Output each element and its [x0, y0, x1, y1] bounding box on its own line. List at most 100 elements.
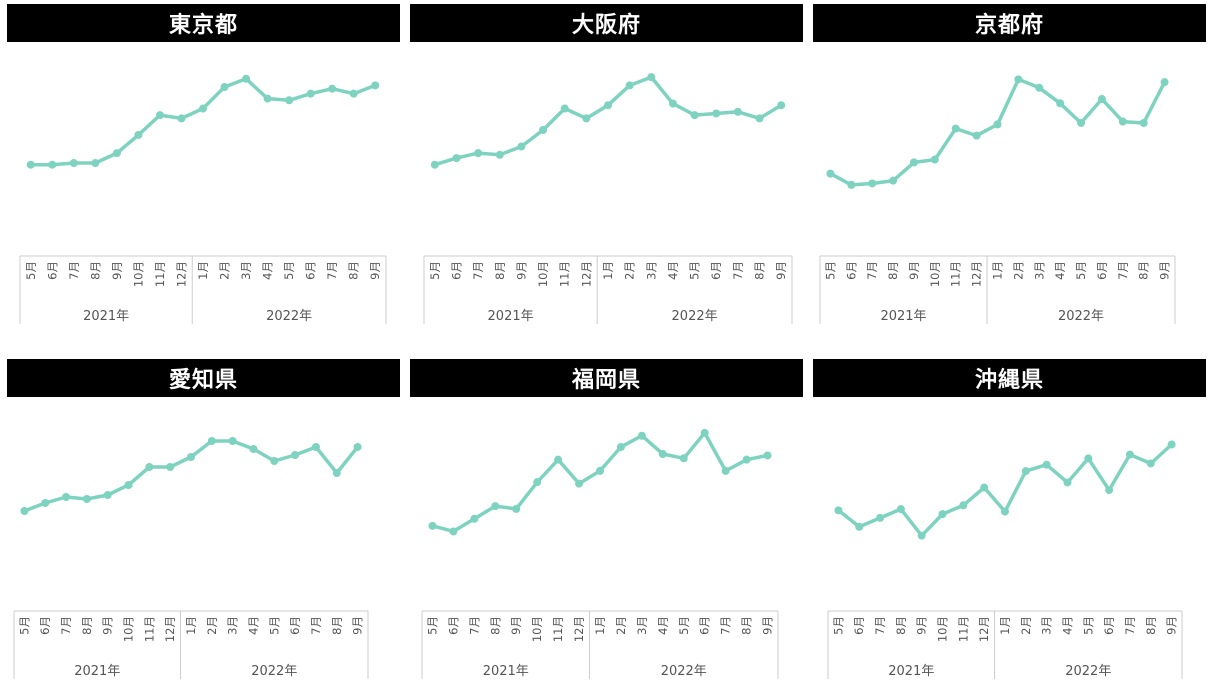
- x-tick-label: 8月: [493, 261, 507, 280]
- line-chart: 2021年 2022年 5月 6月 7月 8月 9月 10月 11月 12月 1月 2月 3月 4月 5月 6…: [423, 73, 793, 324]
- x-tick-label: 5月: [677, 616, 691, 635]
- x-tick-label: 4月: [666, 261, 680, 280]
- data-point: [103, 491, 112, 499]
- chart-panel-tokyo: 東京都 2021年 2022年 5月 6月 7月 8月 9月 10月 11月 12月 1月 2月 3月 4…: [7, 4, 400, 334]
- data-point: [199, 104, 207, 113]
- x-tick-label: 8月: [753, 261, 767, 280]
- x-tick-label: 8月: [740, 616, 754, 635]
- x-tick-label: 1月: [998, 616, 1012, 635]
- axis-group-label: 2021年: [880, 309, 926, 324]
- x-tick-label: 3月: [239, 261, 253, 280]
- x-tick-label: 9月: [110, 261, 124, 280]
- data-point: [491, 502, 500, 511]
- axis-group-label: 2022年: [251, 664, 297, 679]
- data-point: [430, 160, 439, 169]
- x-tick-label: 7月: [467, 616, 481, 635]
- data-point: [285, 96, 294, 105]
- x-tick-label: 12月: [977, 616, 991, 642]
- x-tick-label: 6月: [709, 261, 723, 280]
- line-chart: 2021年 2022年 5月 6月 7月 8月 9月 10月 11月 12月 1月 2月 3月 4月 5月 6…: [13, 437, 369, 679]
- data-point: [349, 89, 358, 98]
- x-tick-label: 8月: [1137, 261, 1151, 280]
- x-tick-label: 7月: [325, 261, 339, 280]
- chart-panel-kyoto: 京都府 2021年 2022年 5月 6月 7月 8月 9月 10月 11月 12月 1月 2月 3月 4…: [813, 4, 1206, 334]
- x-tick-label: 1月: [601, 261, 615, 280]
- data-point: [847, 180, 856, 189]
- data-point: [539, 126, 548, 134]
- x-tick-label: 7月: [719, 616, 733, 635]
- data-point: [826, 169, 835, 178]
- data-point: [187, 453, 195, 461]
- axis-group-label: 2021年: [483, 664, 529, 679]
- x-tick-label: 10月: [131, 261, 145, 287]
- x-tick-label: 7月: [309, 616, 323, 635]
- x-tick-label: 5月: [688, 261, 702, 280]
- x-tick-label: 7月: [59, 616, 73, 635]
- x-tick-label: 5月: [1081, 616, 1095, 635]
- x-tick-label: 5月: [1074, 261, 1088, 280]
- axis-group-label: 2022年: [672, 309, 718, 324]
- x-tick-label: 12月: [174, 261, 188, 287]
- x-tick-label: 1月: [196, 261, 210, 280]
- x-tick-label: 2月: [614, 616, 628, 635]
- series-line: [29, 77, 377, 167]
- chart-title: 愛知県: [7, 359, 400, 397]
- x-tick-label: 1月: [991, 261, 1005, 280]
- x-tick-label: 8月: [88, 261, 102, 280]
- x-tick-label: 5月: [823, 261, 837, 280]
- data-point: [1056, 99, 1065, 108]
- x-tick-label: 5月: [428, 261, 442, 280]
- data-point: [560, 104, 569, 113]
- data-point: [1063, 478, 1072, 487]
- data-point: [834, 506, 843, 515]
- x-tick-label: 3月: [1040, 616, 1054, 635]
- x-tick-label: 4月: [656, 616, 670, 635]
- data-point: [951, 124, 960, 133]
- x-tick-label: 10月: [536, 261, 550, 287]
- x-tick-label: 4月: [246, 616, 260, 635]
- data-point: [1014, 75, 1023, 84]
- x-tick-label: 11月: [558, 261, 572, 287]
- x-tick-label: 9月: [907, 261, 921, 280]
- x-tick-label: 9月: [1165, 616, 1179, 635]
- axis-group-label: 2021年: [488, 309, 534, 324]
- x-tick-label: 6月: [1095, 261, 1109, 280]
- line-chart: 2021年 2022年 5月 6月 7月 8月 9月 10月 11月 12月 1月 2月 3月 4月 5月 6…: [19, 74, 387, 324]
- data-point: [755, 114, 764, 123]
- x-tick-label: 5月: [282, 261, 296, 280]
- data-point: [371, 81, 380, 90]
- x-tick-label: 8月: [347, 261, 361, 280]
- chart-title: 大阪府: [410, 4, 803, 42]
- data-point: [512, 504, 521, 513]
- series-line: [433, 75, 783, 167]
- data-point: [1118, 117, 1127, 126]
- x-tick-label: 10月: [928, 261, 942, 287]
- data-point: [647, 73, 656, 82]
- data-point: [155, 111, 164, 120]
- axis-group-label: 2022年: [266, 309, 312, 324]
- data-point: [428, 521, 437, 530]
- data-point: [166, 463, 175, 471]
- x-tick-label: 1月: [184, 616, 198, 635]
- data-point: [582, 114, 591, 123]
- data-point: [62, 493, 71, 501]
- x-tick-label: 7月: [1123, 616, 1137, 635]
- x-tick-label: 12月: [970, 261, 984, 287]
- x-tick-label: 4月: [1053, 261, 1067, 280]
- data-point: [332, 469, 341, 477]
- line-chart: 2021年 2022年 5月 6月 7月 8月 9月 10月 11月 12月 1月 2月 3月 4月 5月 6…: [421, 428, 779, 679]
- data-point: [1139, 118, 1148, 127]
- data-point: [980, 483, 989, 492]
- data-point: [48, 160, 57, 169]
- x-tick-label: 6月: [45, 261, 59, 280]
- data-point: [270, 457, 279, 465]
- data-point: [470, 514, 479, 523]
- axis-group-label: 2022年: [661, 664, 707, 679]
- x-tick-label: 9月: [915, 616, 929, 635]
- series-line: [22, 439, 360, 513]
- data-point: [855, 522, 864, 531]
- chart-panel-osaka: 大阪府 2021年 2022年 5月 6月 7月 8月 9月 10月 11月 12月 1月 2月 3月 4…: [410, 4, 803, 334]
- line-chart: 2021年 2022年 5月 6月 7月 8月 9月 10月 11月 12月 1月 2月 3月 4月 5月 6…: [819, 75, 1176, 324]
- x-tick-label: 3月: [226, 616, 240, 635]
- data-point: [1167, 440, 1176, 449]
